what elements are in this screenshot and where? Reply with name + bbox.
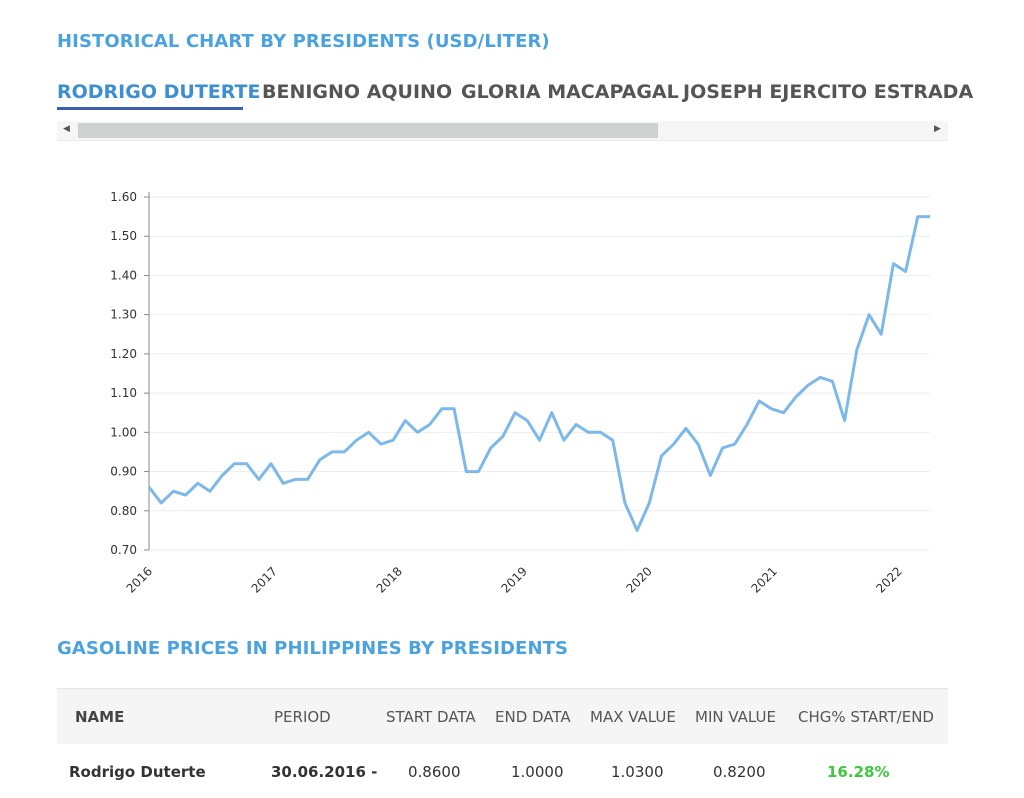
y-tick-label: 1.60 [110,190,137,204]
x-axis: 2016 2017 2018 2019 2020 2021 2022 [124,564,905,595]
y-tick-label: 1.40 [110,268,137,282]
x-tick-label: 2018 [374,564,405,595]
x-tick-label: 2020 [623,564,654,595]
prices-table: NAME PERIOD START DATA END DATA MAX VALU… [57,688,948,798]
table-header-row [57,688,948,744]
series-line [147,215,930,532]
y-tick-label: 1.00 [110,425,137,439]
scroll-right-icon[interactable]: ▶ [934,124,941,134]
y-tick-label: 1.30 [110,308,137,322]
header-name: NAME [75,708,125,726]
y-tick-label: 1.20 [110,347,137,361]
y-tick-label: 0.70 [110,543,137,557]
tab-joseph-ejercito-estrada[interactable]: JOSEPH EJERCITO ESTRADA [683,81,974,103]
tabs-scrollbar[interactable]: ◀ ▶ [57,121,948,141]
y-tick-label: 1.50 [110,229,137,243]
price-line-chart: 0.70 0.80 0.90 1.00 1.10 1.20 1.30 1.40 1.50 1.60… [110,190,930,596]
tab-rodrigo-duterte[interactable]: RODRIGO DUTERTE [57,81,261,103]
y-axis: 0.70 0.80 0.90 1.00 1.10 1.20 1.30 1.40 1.50 1.60 [110,190,150,557]
x-tick-label: 2017 [249,564,280,595]
header-period: PERIOD [274,708,331,726]
row-start-data: 0.8600 [408,763,461,781]
y-tick-label: 0.90 [110,465,137,479]
row-name[interactable]: Rodrigo Duterte [69,763,206,781]
scroll-left-icon[interactable]: ◀ [63,124,70,134]
header-min-value: MIN VALUE [695,708,776,726]
tab-gloria-macapagal[interactable]: GLORIA MACAPAGAL [461,81,679,103]
x-tick-label: 2016 [124,564,155,595]
x-tick-label: 2021 [748,564,779,595]
y-tick-label: 1.10 [110,386,137,400]
chart-section-title: HISTORICAL CHART BY PRESIDENTS (USD/LITE… [57,31,550,52]
header-end-data: END DATA [495,708,571,726]
chart-grid [149,196,930,551]
y-tick-label: 0.80 [110,504,137,518]
tab-benigno-aquino[interactable]: BENIGNO AQUINO [262,81,453,103]
scrollbar-thumb[interactable] [78,123,658,138]
row-end-data: 1.0000 [511,763,564,781]
header-start-data: START DATA [386,708,476,726]
row-min-value: 0.8200 [713,763,766,781]
row-max-value: 1.0300 [611,763,664,781]
table-section-title: GASOLINE PRICES IN PHILIPPINES BY PRESID… [57,638,569,659]
header-max-value: MAX VALUE [590,708,676,726]
x-tick-label: 2019 [499,564,530,595]
row-period: 30.06.2016 - [271,763,378,781]
header-chg: CHG% START/END [798,708,934,726]
row-chg: 16.28% [827,763,890,781]
active-tab-underline [57,107,243,110]
x-tick-label: 2022 [873,564,904,595]
